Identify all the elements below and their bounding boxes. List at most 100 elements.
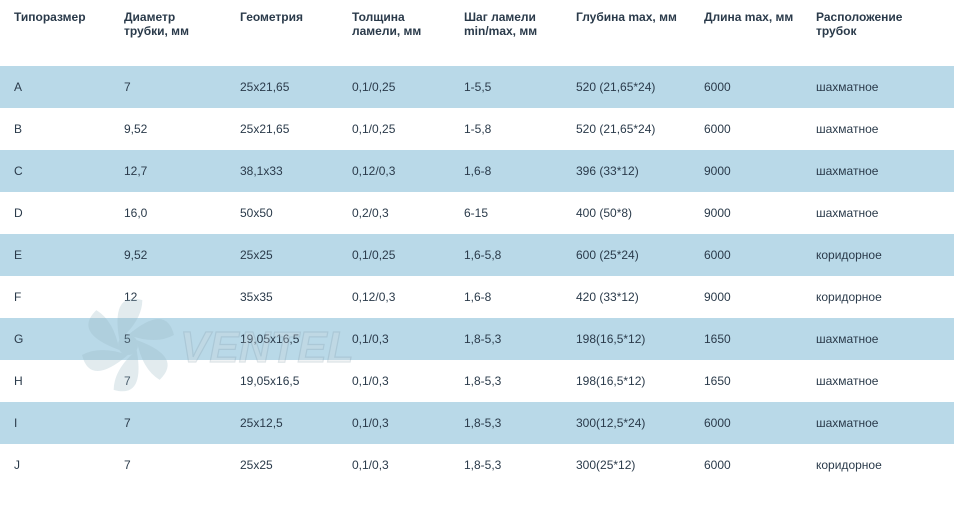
table-row: H719,05x16,50,1/0,31,8-5,3198(16,5*12)16… [0,360,954,402]
table-cell: 9000 [690,150,802,192]
table-cell: 25x25 [226,234,338,276]
table-cell: 6000 [690,108,802,150]
table-cell: A [0,66,110,108]
table-cell: B [0,108,110,150]
table-cell: 300(12,5*24) [562,402,690,444]
table-cell: 16,0 [110,192,226,234]
table-row: G519,05x16,50,1/0,31,8-5,3198(16,5*12)16… [0,318,954,360]
table-cell: I [0,402,110,444]
table-cell: 9000 [690,192,802,234]
table-cell: 0,12/0,3 [338,276,450,318]
table-header-row: Типоразмер Диаметр трубки, мм Геометрия … [0,0,954,66]
table-cell: 0,1/0,3 [338,318,450,360]
table-cell: 12 [110,276,226,318]
table-cell: 1,8-5,3 [450,360,562,402]
table-cell: 396 (33*12) [562,150,690,192]
table-cell: 25x21,65 [226,66,338,108]
table-cell: 1650 [690,360,802,402]
table-cell: 1650 [690,318,802,360]
table-cell: коридорное [802,234,954,276]
table-cell: 25x25 [226,444,338,486]
table-cell: 1,6-8 [450,276,562,318]
table-cell: 50x50 [226,192,338,234]
table-cell: 198(16,5*12) [562,360,690,402]
table-cell: 7 [110,66,226,108]
table-cell: 520 (21,65*24) [562,108,690,150]
table-cell: шахматное [802,360,954,402]
table-cell: 38,1x33 [226,150,338,192]
table-cell: 198(16,5*12) [562,318,690,360]
table-cell: E [0,234,110,276]
table-cell: 6000 [690,444,802,486]
table-row: E9,5225x250,1/0,251,6-5,8600 (25*24)6000… [0,234,954,276]
table-cell: 7 [110,444,226,486]
col-header: Шаг ламели min/max, мм [450,0,562,66]
table-cell: шахматное [802,318,954,360]
table-cell: 0,1/0,25 [338,108,450,150]
table-cell: 1-5,5 [450,66,562,108]
table-cell: 7 [110,360,226,402]
table-cell: 1-5,8 [450,108,562,150]
table-cell: шахматное [802,402,954,444]
table-cell: 1,6-8 [450,150,562,192]
table-cell: 9000 [690,276,802,318]
table-row: D16,050x500,2/0,36-15400 (50*8)9000шахма… [0,192,954,234]
col-header: Диаметр трубки, мм [110,0,226,66]
table-cell: 400 (50*8) [562,192,690,234]
table-cell: J [0,444,110,486]
table-row: C12,738,1x330,12/0,31,6-8396 (33*12)9000… [0,150,954,192]
table-cell: 5 [110,318,226,360]
table-cell: шахматное [802,150,954,192]
table-cell: 6000 [690,66,802,108]
table-cell: 1,8-5,3 [450,444,562,486]
table-cell: шахматное [802,108,954,150]
table-cell: 0,1/0,3 [338,444,450,486]
col-header: Глубина max, мм [562,0,690,66]
table-cell: 6000 [690,402,802,444]
table-cell: 0,2/0,3 [338,192,450,234]
table-cell: 520 (21,65*24) [562,66,690,108]
table-cell: 6000 [690,234,802,276]
table-cell: 0,1/0,3 [338,360,450,402]
col-header: Толщина ламели, мм [338,0,450,66]
table-cell: 9,52 [110,234,226,276]
table-cell: F [0,276,110,318]
table-cell: 19,05x16,5 [226,318,338,360]
table-cell: 0,12/0,3 [338,150,450,192]
col-header: Геометрия [226,0,338,66]
table-cell: H [0,360,110,402]
table-cell: 25x12,5 [226,402,338,444]
table-cell: 420 (33*12) [562,276,690,318]
table-cell: 12,7 [110,150,226,192]
table-cell: 25x21,65 [226,108,338,150]
table-cell: G [0,318,110,360]
col-header: Расположение трубок [802,0,954,66]
table-cell: 19,05x16,5 [226,360,338,402]
table-cell: шахматное [802,66,954,108]
table-cell: шахматное [802,192,954,234]
table-row: F1235x350,12/0,31,6-8420 (33*12)9000кори… [0,276,954,318]
table-cell: 1,8-5,3 [450,402,562,444]
table-cell: 7 [110,402,226,444]
table-cell: 300(25*12) [562,444,690,486]
col-header: Типоразмер [0,0,110,66]
table-cell: 35x35 [226,276,338,318]
table-cell: коридорное [802,276,954,318]
table-cell: C [0,150,110,192]
table-row: I725x12,50,1/0,31,8-5,3300(12,5*24)6000ш… [0,402,954,444]
spec-table: Типоразмер Диаметр трубки, мм Геометрия … [0,0,954,486]
table-cell: 6-15 [450,192,562,234]
table-cell: 600 (25*24) [562,234,690,276]
table-row: J725x250,1/0,31,8-5,3300(25*12)6000корид… [0,444,954,486]
table-cell: 1,8-5,3 [450,318,562,360]
table-cell: 0,1/0,25 [338,66,450,108]
table-cell: 0,1/0,3 [338,402,450,444]
col-header: Длина max, мм [690,0,802,66]
table-row: B9,5225x21,650,1/0,251-5,8520 (21,65*24)… [0,108,954,150]
table-cell: D [0,192,110,234]
table-cell: 1,6-5,8 [450,234,562,276]
table-row: A725x21,650,1/0,251-5,5520 (21,65*24)600… [0,66,954,108]
table-cell: 9,52 [110,108,226,150]
table-cell: коридорное [802,444,954,486]
table-body: A725x21,650,1/0,251-5,5520 (21,65*24)600… [0,66,954,486]
